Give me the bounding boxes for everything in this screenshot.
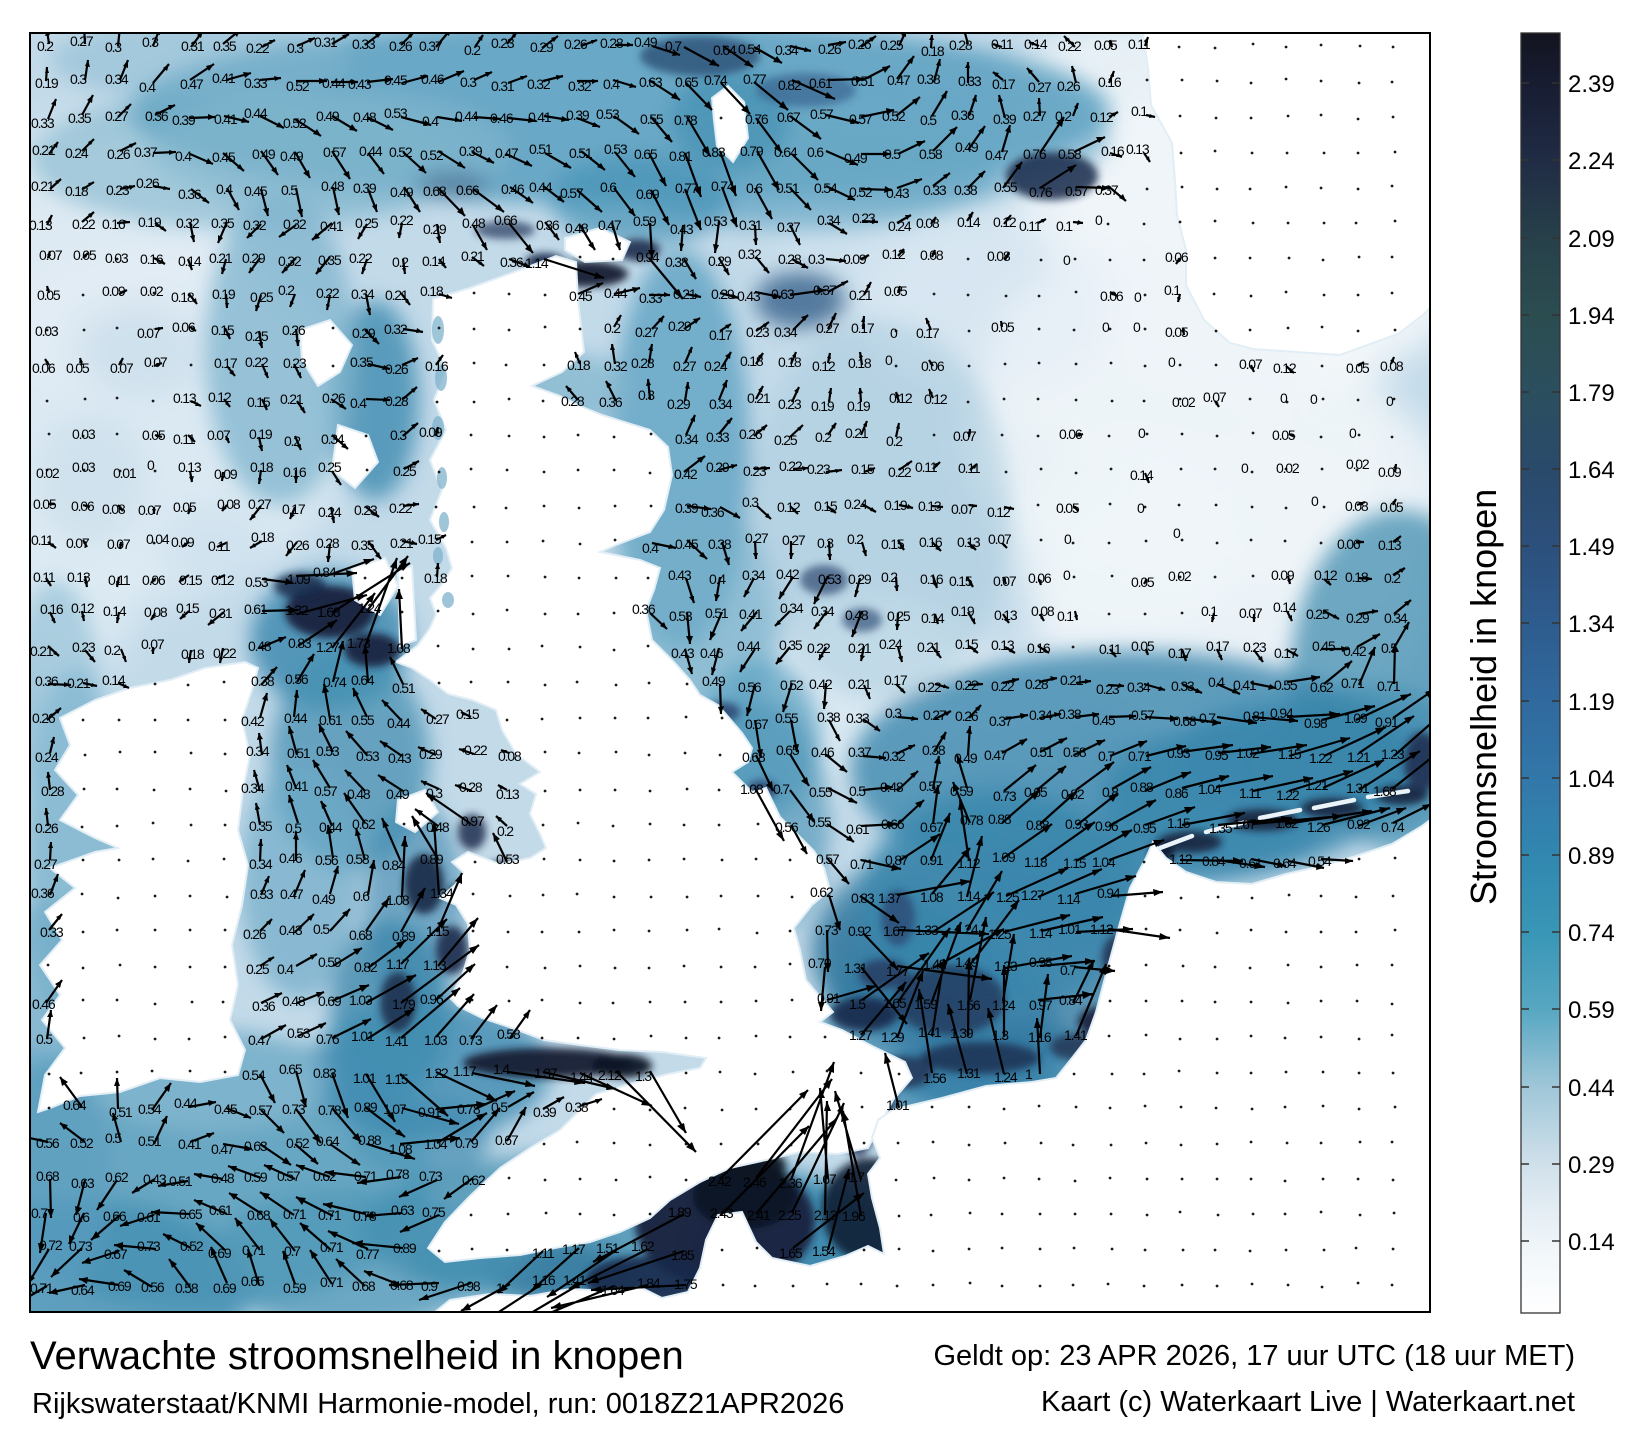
svg-text:Geldt op: 23 APR 2026, 17 uur: Geldt op: 23 APR 2026, 17 uur UTC (18 uu… (933, 1340, 1575, 1372)
svg-text:Kaart (c) Waterkaart Live | Wa: Kaart (c) Waterkaart Live | Waterkaart.n… (1041, 1386, 1575, 1418)
svg-text:Verwachte stroomsnelheid in kn: Verwachte stroomsnelheid in knopen (30, 1334, 684, 1378)
svg-text:0.2 0.27 0.3 0.3 0.31 0.35 0.2: 0.2 0.27 0.3 0.3 0.31 0.35 0.22 0.3 0.31… (29, 33, 1409, 1298)
svg-text:0.14 0.29 0.44 0.59 0.74 0.89: 0.14 0.29 0.44 0.59 0.74 0.89 1.04 1.19 … (1568, 71, 1621, 1256)
svg-text:Rijkswaterstaat/KNMI Harmonie-: Rijkswaterstaat/KNMI Harmonie-model, run… (32, 1388, 844, 1420)
svg-text:Stroomsnelheid in knopen: Stroomsnelheid in knopen (1463, 489, 1504, 905)
